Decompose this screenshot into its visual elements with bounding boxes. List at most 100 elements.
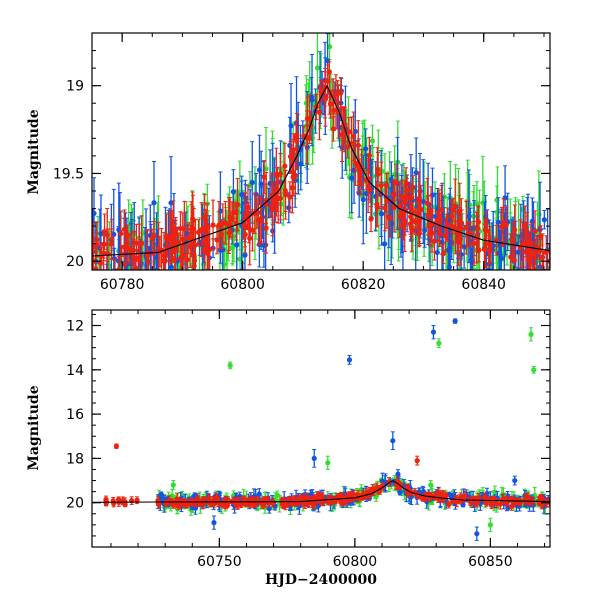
zoom-blue-point-marker [466, 213, 472, 219]
zoom-red-point-marker [368, 216, 374, 222]
zoom-red-point [185, 222, 191, 255]
zoom-red-point-marker [191, 226, 197, 232]
zoom-blue-point-marker [422, 227, 428, 233]
zoom-red-point-marker [173, 232, 179, 238]
zoom-y-tick-label: 20 [66, 254, 84, 270]
zoom-x-tick-label: 60800 [220, 277, 265, 293]
full-green-point-marker [274, 492, 280, 498]
zoom-red-point-marker [184, 257, 190, 263]
zoom-red-point-marker [455, 235, 461, 242]
zoom-blue-point-marker [234, 242, 240, 248]
zoom-green-point-marker [534, 287, 539, 292]
zoom-red-point-marker [132, 265, 139, 270]
zoom-red-point [263, 183, 269, 224]
zoom-red-point-marker [448, 213, 455, 219]
zoom-green-point-marker [369, 138, 376, 144]
zoom-red-point-marker [245, 204, 251, 211]
zoom-red-point-marker [93, 266, 99, 270]
zoom-red-point [294, 113, 300, 170]
zoom-red-point [487, 238, 493, 264]
zoom-red-point [242, 216, 248, 239]
full-data-points [103, 318, 550, 541]
zoom-red-point [195, 219, 202, 246]
zoom-green-point-marker [520, 281, 525, 286]
zoom-red-point-marker [327, 101, 334, 107]
zoom-x-tick-label: 60820 [341, 277, 386, 293]
zoom-red-point-marker [226, 230, 232, 236]
zoom-red-point-marker [116, 267, 122, 270]
zoom-red-point-marker [416, 196, 422, 202]
zoom-blue-point-marker [533, 269, 535, 270]
zoom-red-point-marker [350, 133, 357, 139]
zoom-blue-point [541, 210, 547, 230]
zoom-blue-point-marker [541, 217, 547, 223]
zoom-red-point [368, 205, 374, 233]
zoom-red-point-marker [528, 240, 534, 246]
zoom-red-point [452, 178, 458, 235]
zoom-red-point [204, 203, 210, 248]
zoom-red-point [316, 84, 323, 141]
zoom-panel: 60780 60800 60820 60840 19 19.5 20 Magnitude [26, 32, 551, 293]
zoom-red-point-marker [290, 174, 296, 180]
zoom-red-point [482, 219, 489, 269]
zoom-red-point-marker [181, 252, 187, 258]
zoom-red-point-marker [445, 222, 451, 228]
zoom-blue-point [308, 76, 315, 117]
zoom-red-point-marker [527, 256, 534, 262]
zoom-green-point-marker [508, 275, 513, 280]
zoom-blue-point [111, 188, 117, 270]
zoom-red-point-marker [387, 215, 393, 221]
zoom-blue-point [515, 234, 521, 270]
zoom-red-point-marker [185, 235, 191, 241]
zoom-red-point-marker [487, 248, 493, 254]
zoom-blue-point-marker [537, 272, 542, 277]
zoom-red-point [277, 176, 284, 221]
zoom-red-point-marker [227, 215, 233, 221]
zoom-red-point [391, 182, 397, 233]
zoom-blue-point-marker [420, 198, 426, 205]
zoom-red-point-marker [346, 129, 352, 135]
zoom-red-point-marker [234, 202, 241, 208]
zoom-axis-ticks: 60780 60800 60820 60840 19 19.5 20 [53, 32, 550, 293]
full-green-point [274, 490, 280, 500]
zoom-red-point [246, 212, 252, 244]
zoom-red-point-marker [482, 241, 489, 247]
zoom-blue-point-marker [527, 288, 532, 293]
zoom-red-point-marker [543, 250, 549, 256]
zoom-red-point-marker [205, 251, 211, 257]
zoom-red-point-marker [155, 245, 162, 252]
zoom-green-point-marker [474, 200, 480, 207]
zoom-red-point [532, 210, 538, 252]
zoom-red-point-marker [458, 226, 464, 232]
zoom-red-point-marker [409, 216, 415, 222]
zoom-blue-point-marker [239, 191, 245, 198]
zoom-red-point [218, 220, 224, 249]
zoom-green-point [533, 266, 538, 270]
zoom-red-point [408, 187, 415, 208]
zoom-red-point-marker [424, 200, 430, 206]
zoom-blue-point-marker [298, 161, 304, 167]
zoom-blue-point-marker [116, 227, 122, 233]
zoom-plot-frame [91, 32, 551, 271]
zoom-red-point-marker [277, 171, 283, 177]
zoom-red-point-marker [338, 90, 344, 96]
zoom-red-point [449, 207, 455, 246]
zoom-red-point-marker [366, 152, 372, 159]
zoom-red-point [352, 140, 359, 186]
zoom-red-point-marker [339, 131, 345, 138]
zoom-red-point-marker [172, 256, 178, 262]
zoom-red-point [162, 254, 167, 270]
zoom-red-point [155, 221, 162, 270]
zoom-green-point-marker [93, 276, 98, 281]
zoom-blue-point-marker [363, 146, 369, 152]
zoom-green-point-marker [457, 266, 463, 270]
zoom-blue-point [104, 263, 109, 270]
zoom-red-point-marker [475, 225, 481, 231]
zoom-red-point [222, 200, 229, 245]
zoom-red-point [210, 199, 216, 251]
zoom-red-point-marker [130, 247, 137, 253]
zoom-red-point-marker [222, 220, 229, 226]
zoom-red-point [234, 178, 241, 232]
zoom-red-point-marker [90, 273, 95, 278]
